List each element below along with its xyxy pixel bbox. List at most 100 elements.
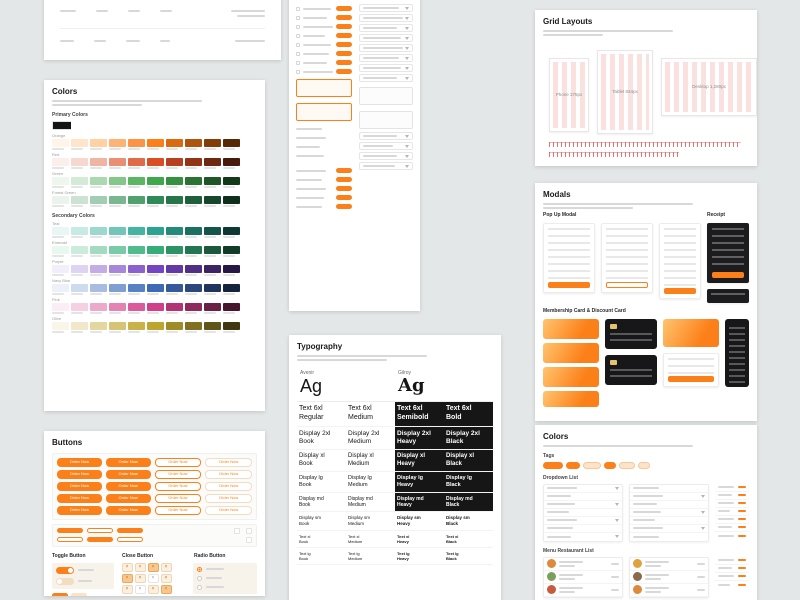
small-button-outline[interactable] (117, 537, 143, 543)
row-action-button[interactable] (336, 42, 352, 47)
frame-buttons[interactable]: Buttons Order Now Order Now Order Now (44, 431, 265, 596)
dropdown-item[interactable] (630, 509, 708, 517)
color-swatch[interactable] (166, 195, 183, 207)
device-frame[interactable]: Phone 375px (549, 57, 589, 132)
color-swatch[interactable] (109, 138, 126, 150)
color-swatch[interactable] (71, 138, 88, 150)
small-button[interactable] (57, 528, 83, 534)
row-action-button[interactable] (336, 186, 352, 191)
color-swatch[interactable] (223, 264, 240, 276)
color-swatch[interactable] (166, 283, 183, 295)
color-swatch[interactable] (71, 176, 88, 188)
color-swatch[interactable] (185, 283, 202, 295)
order-button[interactable]: Order Now (154, 493, 202, 503)
color-swatch[interactable] (223, 176, 240, 188)
frame-table-sheet[interactable] (44, 0, 281, 60)
color-swatch[interactable] (52, 157, 69, 169)
frame-colors[interactable]: Colors Primary Colors Orange (44, 80, 265, 411)
color-swatch[interactable] (128, 302, 145, 314)
color-swatch[interactable] (185, 195, 202, 207)
order-button[interactable]: Order Now (205, 481, 252, 491)
color-swatch[interactable] (90, 245, 107, 257)
chevron-down-icon[interactable] (246, 536, 252, 543)
radio-selected[interactable] (197, 566, 202, 572)
membership-card-gradient[interactable] (543, 342, 599, 363)
frame-typography[interactable]: Typography Avenir Ag Gilroy Ag (289, 335, 501, 600)
tag-pill[interactable] (583, 461, 601, 469)
color-swatch[interactable] (147, 302, 164, 314)
order-button[interactable]: Order Now (105, 493, 151, 503)
order-button[interactable]: Order Now (105, 505, 151, 515)
form-row[interactable] (296, 22, 352, 31)
form-row[interactable] (296, 4, 352, 13)
membership-card-black[interactable] (605, 354, 657, 385)
checkbox[interactable] (296, 33, 300, 38)
color-swatch[interactable] (90, 157, 107, 169)
color-swatch[interactable] (109, 283, 126, 295)
select-field[interactable] (359, 132, 413, 140)
select-field[interactable] (359, 24, 413, 32)
close-button[interactable]: × (147, 573, 159, 583)
order-button[interactable]: Order Now (57, 493, 102, 503)
dropdown-item[interactable] (544, 525, 622, 533)
row-action-button[interactable] (336, 69, 352, 74)
side-row[interactable] (715, 557, 749, 565)
color-swatch[interactable] (90, 138, 107, 150)
dropdown-item[interactable] (544, 517, 622, 525)
color-swatch[interactable] (204, 283, 221, 295)
color-swatch[interactable] (185, 157, 202, 169)
close-button[interactable]: × (121, 562, 133, 572)
highlighted-card[interactable] (296, 103, 352, 121)
select-field[interactable] (359, 74, 413, 82)
menu-item[interactable] (630, 571, 708, 584)
mini-toggle[interactable] (52, 592, 68, 596)
select-field[interactable] (359, 64, 413, 72)
order-button[interactable]: Order Now (57, 457, 102, 467)
row-action-button[interactable] (336, 177, 352, 182)
order-button[interactable]: Order Now (105, 481, 151, 491)
color-swatch[interactable] (185, 138, 202, 150)
menu-item[interactable] (544, 584, 622, 597)
menu-item[interactable] (630, 584, 708, 597)
color-swatch[interactable] (128, 264, 145, 276)
color-swatch[interactable] (90, 226, 107, 238)
color-swatch[interactable] (71, 264, 88, 276)
order-button[interactable]: Order Now (57, 481, 102, 491)
color-swatch[interactable] (52, 264, 69, 276)
toggle-switch-on[interactable] (56, 566, 74, 574)
radio-unselected[interactable] (197, 584, 202, 590)
tag-pill[interactable] (604, 461, 616, 469)
select-field[interactable] (359, 162, 413, 170)
frame-form-sheet[interactable] (289, 0, 420, 311)
side-row[interactable] (715, 492, 749, 500)
dropdown-item[interactable] (544, 501, 622, 509)
mini-toggle[interactable] (71, 592, 87, 596)
row-action-button[interactable] (336, 60, 352, 65)
color-swatch[interactable] (185, 321, 202, 333)
membership-card-gradient[interactable] (543, 318, 599, 339)
side-row[interactable] (715, 524, 749, 532)
dropdown-item[interactable] (630, 517, 708, 525)
color-swatch[interactable] (90, 264, 107, 276)
device-frame[interactable]: Tablet 834px (597, 49, 653, 134)
color-swatch[interactable] (147, 157, 164, 169)
color-swatch[interactable] (204, 245, 221, 257)
order-button[interactable]: Order Now (154, 457, 202, 467)
row-action-button[interactable] (336, 15, 352, 20)
color-swatch[interactable] (185, 176, 202, 188)
small-button-outline[interactable] (87, 528, 113, 534)
frame-modals[interactable]: Modals Pop Up Modal Receipt Membership C… (535, 183, 757, 421)
color-swatch[interactable] (204, 226, 221, 238)
toggle-switch-off[interactable] (56, 577, 74, 585)
color-swatch[interactable] (109, 264, 126, 276)
color-swatch[interactable] (204, 302, 221, 314)
color-swatch[interactable] (90, 321, 107, 333)
close-button[interactable]: × (160, 573, 172, 583)
close-button[interactable]: × (160, 562, 172, 572)
menu-item[interactable] (630, 558, 708, 571)
color-swatch[interactable] (52, 138, 69, 150)
side-row[interactable] (715, 500, 749, 508)
color-swatch[interactable] (185, 226, 202, 238)
form-row[interactable] (296, 13, 352, 22)
